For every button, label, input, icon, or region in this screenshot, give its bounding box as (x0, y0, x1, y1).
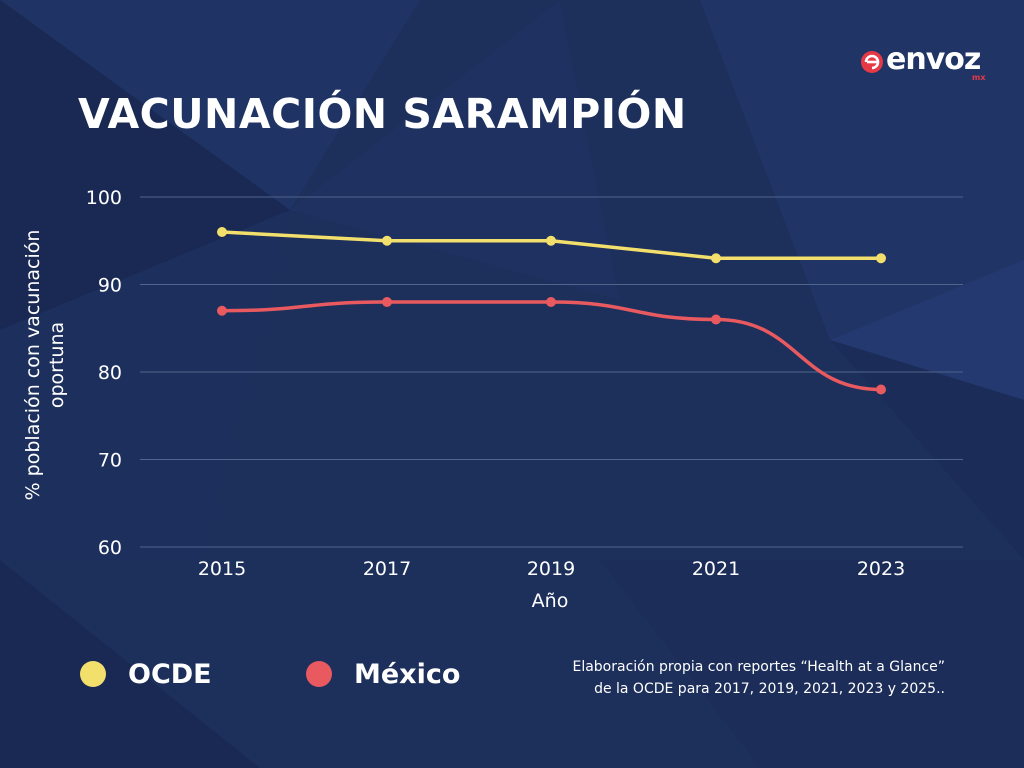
y-tick-label: 90 (98, 275, 122, 297)
legend-item-mexico: México (306, 654, 460, 694)
source-line-2: de la OCDE para 2017, 2019, 2021, 2023 y… (594, 681, 945, 697)
brand-logo: envoz mx (860, 42, 990, 88)
data-point-mexico-2021 (711, 314, 721, 325)
data-point-mexico-2023 (876, 384, 886, 395)
legend-marker-mexico (306, 661, 332, 687)
legend-label-ocde: OCDE (128, 658, 212, 690)
legend-item-ocde: OCDE (80, 654, 212, 694)
x-tick-label: 2023 (857, 558, 905, 580)
data-point-mexico-2017 (382, 297, 392, 307)
data-point-ocde-2017 (382, 235, 392, 246)
legend-label-mexico: México (354, 658, 461, 690)
logo-suffix: mx (972, 73, 986, 82)
y-axis-title-text: % población con vacunación oportuna (22, 229, 68, 501)
y-tick-label: 70 (98, 450, 122, 472)
x-tick-label: 2017 (363, 558, 411, 580)
series-line-mexico (220, 300, 883, 392)
x-tick-label: 2015 (198, 558, 246, 580)
data-point-mexico-2019 (546, 297, 556, 307)
source-note: Elaboración propia con reportes “Health … (520, 656, 945, 700)
y-tick-label: 60 (98, 537, 122, 559)
y-tick-label: 100 (86, 187, 122, 209)
data-point-ocde-2023 (876, 253, 886, 264)
logo-mark-icon (861, 51, 883, 73)
x-tick-label: 2021 (692, 558, 740, 580)
data-point-ocde-2019 (546, 235, 556, 246)
data-point-ocde-2015 (217, 227, 227, 237)
y-axis-title: % población con vacunación oportuna (15, 200, 75, 530)
x-tick-label: 2019 (527, 558, 575, 580)
y-tick-label: 80 (98, 362, 122, 384)
data-point-mexico-2015 (217, 305, 227, 316)
legend-marker-ocde (80, 661, 106, 687)
logo-wordmark: envoz (886, 42, 981, 77)
x-axis-title: Año (531, 590, 569, 612)
source-line-1: Elaboración propia con reportes “Health … (572, 659, 945, 675)
chart-title: VACUNACIÓN SARAMPIÓN (78, 90, 687, 138)
data-point-ocde-2021 (711, 253, 721, 264)
